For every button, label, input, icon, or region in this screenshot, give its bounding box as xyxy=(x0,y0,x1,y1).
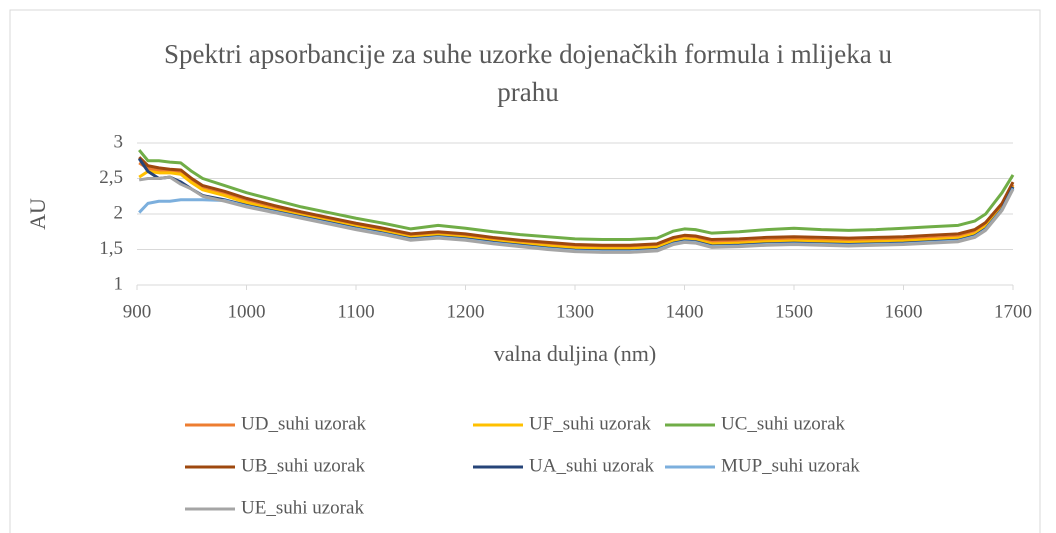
x-tick-label: 1400 xyxy=(666,301,704,322)
series-line xyxy=(138,169,1015,251)
legend-label: UB_suhi uzorak xyxy=(241,455,366,476)
x-tick-label: 1100 xyxy=(337,301,374,322)
x-tick-label: 1300 xyxy=(556,301,594,322)
legend-label: MUP_suhi uzorak xyxy=(721,455,860,476)
legend-label: UA_suhi uzorak xyxy=(529,455,655,476)
series-line xyxy=(138,156,1015,247)
x-tick-label: 1000 xyxy=(228,301,266,322)
x-tick-label: 1200 xyxy=(447,301,485,322)
y-tick-label: 1 xyxy=(114,273,124,294)
legend-label: UC_suhi uzorak xyxy=(721,413,846,434)
x-tick-label: 1700 xyxy=(994,301,1032,322)
x-tick-label: 1500 xyxy=(775,301,813,322)
x-tick-label: 1600 xyxy=(885,301,923,322)
chart-title: Spektri apsorbancije za suhe uzorke doje… xyxy=(164,39,892,107)
y-axis-label: AU xyxy=(25,198,50,230)
legend-label: UF_suhi uzorak xyxy=(529,413,651,434)
y-tick-label: 3 xyxy=(114,131,124,152)
series-line xyxy=(138,175,1015,254)
y-tick-label: 2,5 xyxy=(99,167,123,188)
chart-border xyxy=(9,9,1041,533)
y-tick-label: 1,5 xyxy=(99,238,123,259)
series-line xyxy=(138,149,1015,242)
x-tick-label: 900 xyxy=(123,301,152,322)
y-tick-label: 2 xyxy=(114,202,124,223)
x-axis-label: valna duljina (nm) xyxy=(494,341,657,366)
legend-label: UD_suhi uzorak xyxy=(241,413,367,434)
legend-label: UE_suhi uzorak xyxy=(241,497,364,518)
